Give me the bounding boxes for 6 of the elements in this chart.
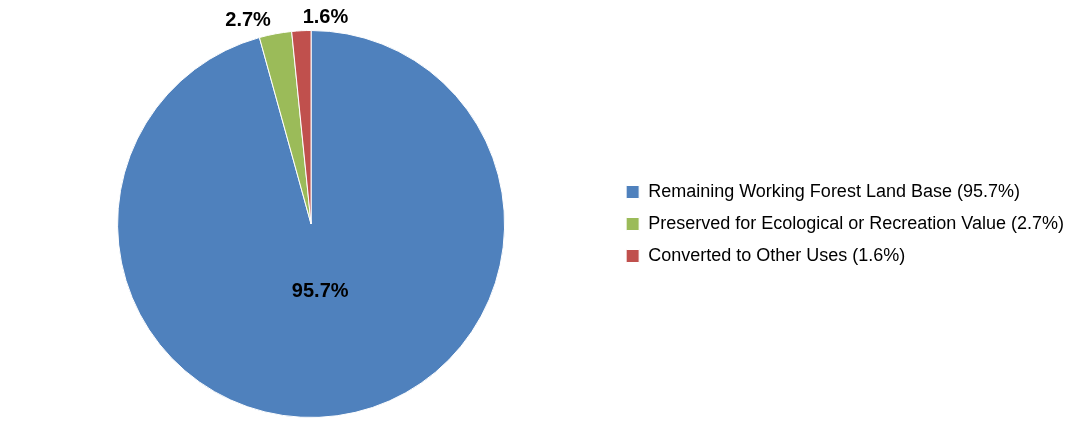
legend-label: Converted to Other Uses (1.6%)	[648, 244, 906, 265]
legend-label: Preserved for Ecological or Recreation Value (2.7%)	[648, 212, 1065, 233]
data-label: 1.6%	[302, 4, 349, 27]
legend-label: Remaining Working Forest Land Base (95.7%)	[648, 180, 1020, 201]
data-label: 95.7%	[291, 278, 349, 301]
data-label: 2.7%	[225, 8, 272, 31]
